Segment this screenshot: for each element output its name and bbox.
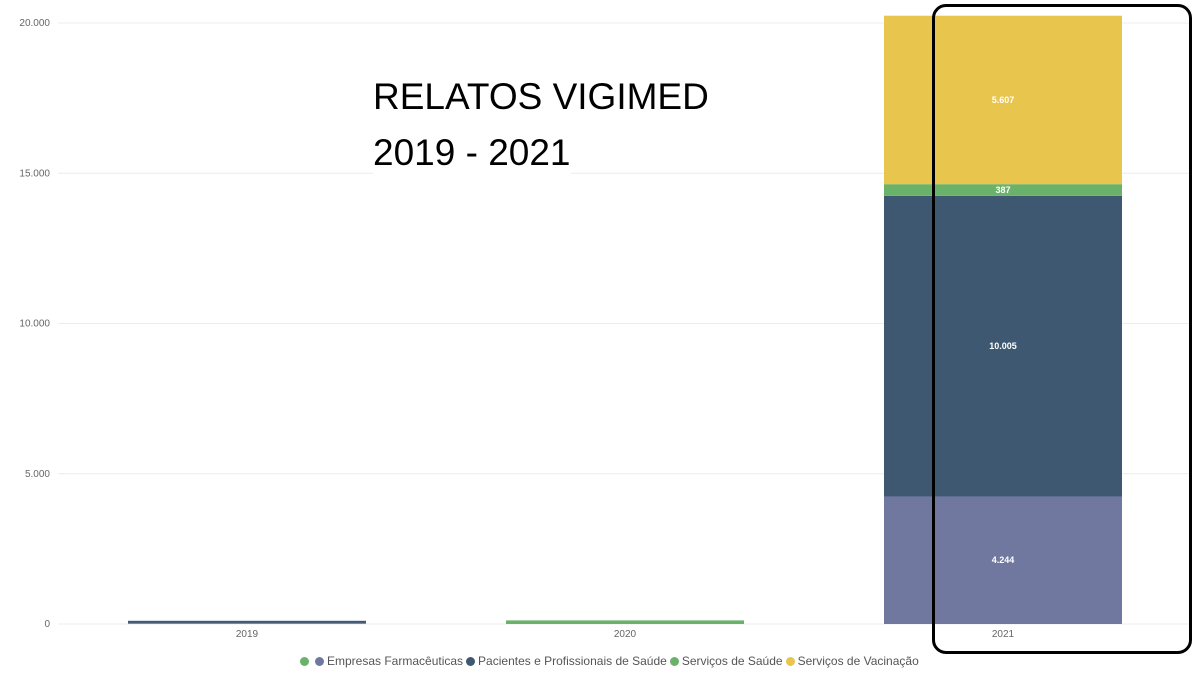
legend-item: Serviços de Saúde	[669, 654, 783, 668]
bars	[128, 15, 1122, 624]
y-tick-label: 0	[44, 619, 50, 630]
legend-label: Empresas Farmacêuticas	[327, 654, 464, 668]
y-tick-label: 15.000	[19, 168, 50, 179]
data-label: 387	[995, 185, 1010, 195]
legend-label: Pacientes e Profissionais de Saúde	[478, 654, 667, 668]
bar-segment	[506, 620, 744, 624]
bar-segment	[884, 496, 1122, 624]
x-tick-label: 2021	[992, 629, 1015, 640]
y-tick-label: 10.000	[19, 319, 50, 330]
bar-segment	[884, 184, 1122, 196]
legend-marker-icon	[315, 656, 324, 666]
legend-label: Serviços de Vacinação	[797, 654, 919, 668]
legend-marker-icon	[300, 656, 309, 666]
legend-item: Serviços de Vacinação	[785, 654, 919, 668]
legend-item	[300, 656, 312, 666]
legend-item: Empresas Farmacêuticas	[315, 654, 463, 668]
chart-title-line-1: RELATOS VIGIMED	[373, 76, 709, 118]
bar-segment	[128, 620, 366, 623]
data-labels: 4.244 10.005 387 5.607	[989, 95, 1017, 565]
data-label: 5.607	[992, 95, 1015, 105]
data-label: 10.005	[989, 341, 1017, 351]
bar-segment	[884, 195, 1122, 497]
legend-marker-icon	[466, 656, 476, 666]
bar-segment	[884, 15, 1122, 185]
legend-label: Serviços de Saúde	[681, 654, 783, 668]
x-axis: 2019 2020 2021	[236, 629, 1015, 640]
chart-title-line-2: 2019 - 2021	[373, 132, 571, 174]
y-axis: 0 5.000 10.000 15.000 20.000	[19, 18, 50, 630]
data-label: 4.244	[992, 555, 1015, 565]
y-tick-label: 20.000	[19, 18, 50, 29]
legend: Empresas Farmacêuticas Pacientes e Profis…	[300, 652, 922, 670]
y-tick-label: 5.000	[25, 469, 50, 480]
legend-marker-icon	[785, 656, 795, 666]
legend-marker-icon	[669, 656, 679, 666]
legend-item: Pacientes e Profissionais de Saúde	[466, 654, 667, 668]
x-tick-label: 2020	[614, 629, 637, 640]
x-tick-label: 2019	[236, 629, 259, 640]
